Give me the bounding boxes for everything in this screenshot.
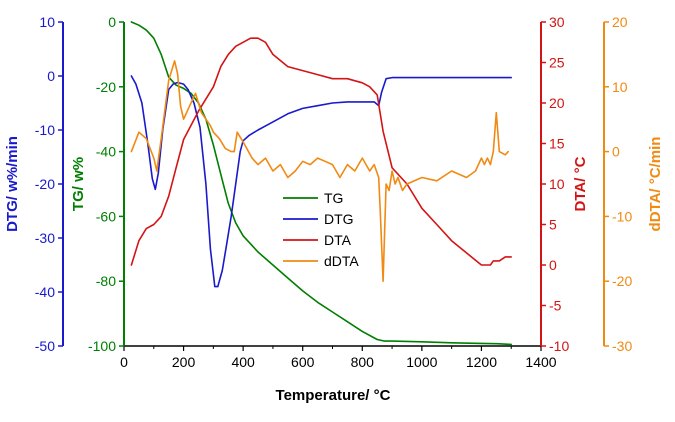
dta-tick-label: 20 xyxy=(549,95,565,111)
ddta-tick-label: 10 xyxy=(612,79,628,95)
dta-tick-label: 0 xyxy=(549,257,557,273)
tg-tick-label: -100 xyxy=(88,338,116,354)
legend: TG DTG DTA dDTA xyxy=(283,190,359,269)
legend-label-tg: TG xyxy=(324,190,343,206)
dta-tick-label: 10 xyxy=(549,176,565,192)
dtg-tick-label: -10 xyxy=(35,122,55,138)
dtg-axis-label: DTG/ w%/min xyxy=(4,136,21,232)
legend-label-dta: DTA xyxy=(324,232,352,248)
axes-layer: 0 200 400 600 800 1000 1200 1400100-10-20-30-40… xyxy=(35,14,633,370)
dta-tick-label: -10 xyxy=(549,338,569,354)
series-layer xyxy=(130,21,513,346)
x-tick-label: 200 xyxy=(172,354,196,370)
series-dta-line xyxy=(130,37,513,266)
dta-tick-label: 30 xyxy=(549,14,565,30)
x-tick-label: 1400 xyxy=(525,354,556,370)
ddta-tick-label: -20 xyxy=(612,273,632,289)
ddta-tick-label: 0 xyxy=(612,144,620,160)
tg-tick-label: -40 xyxy=(96,144,116,160)
dta-tick-label: -5 xyxy=(549,298,562,314)
legend-label-dtg: DTG xyxy=(324,211,354,227)
x-tick-label: 1200 xyxy=(466,354,497,370)
tg-tick-label: 0 xyxy=(108,14,116,30)
series-dtg-line xyxy=(130,75,513,288)
x-tick-label: 600 xyxy=(291,354,315,370)
dtg-tick-label: -30 xyxy=(35,230,55,246)
x-tick-label: 400 xyxy=(231,354,255,370)
dta-axis-label: DTA/ °C xyxy=(572,156,589,211)
x-axis-label: Temperature/ °C xyxy=(276,387,391,404)
label-layer: Temperature/ °C DTG/ w%/min TG/ w% DTA/ … xyxy=(4,136,664,404)
dtg-tick-label: -50 xyxy=(35,338,55,354)
legend-label-ddta: dDTA xyxy=(324,253,359,269)
ddta-axis-label: dDTA/ °C/min xyxy=(647,137,664,232)
series-ddta-line xyxy=(130,60,510,283)
ddta-tick-label: 20 xyxy=(612,14,628,30)
series-tg-line xyxy=(130,21,513,346)
x-tick-label: 800 xyxy=(351,354,375,370)
x-tick-label: 0 xyxy=(120,354,128,370)
dtg-tick-label: -20 xyxy=(35,176,55,192)
tg-tick-label: -20 xyxy=(96,79,116,95)
ddta-tick-label: -30 xyxy=(612,338,632,354)
tg-tick-label: -60 xyxy=(96,208,116,224)
x-tick-label: 1000 xyxy=(406,354,437,370)
dta-tick-label: 25 xyxy=(549,55,565,71)
ddta-tick-label: -10 xyxy=(612,208,632,224)
dta-tick-label: 5 xyxy=(549,217,557,233)
tg-axis-label: TG/ w% xyxy=(70,157,87,211)
dtg-tick-label: -40 xyxy=(35,284,55,300)
tg-tick-label: -80 xyxy=(96,273,116,289)
dtg-tick-label: 0 xyxy=(47,68,55,84)
dtg-tick-label: 10 xyxy=(39,14,55,30)
dta-tick-label: 15 xyxy=(549,136,565,152)
